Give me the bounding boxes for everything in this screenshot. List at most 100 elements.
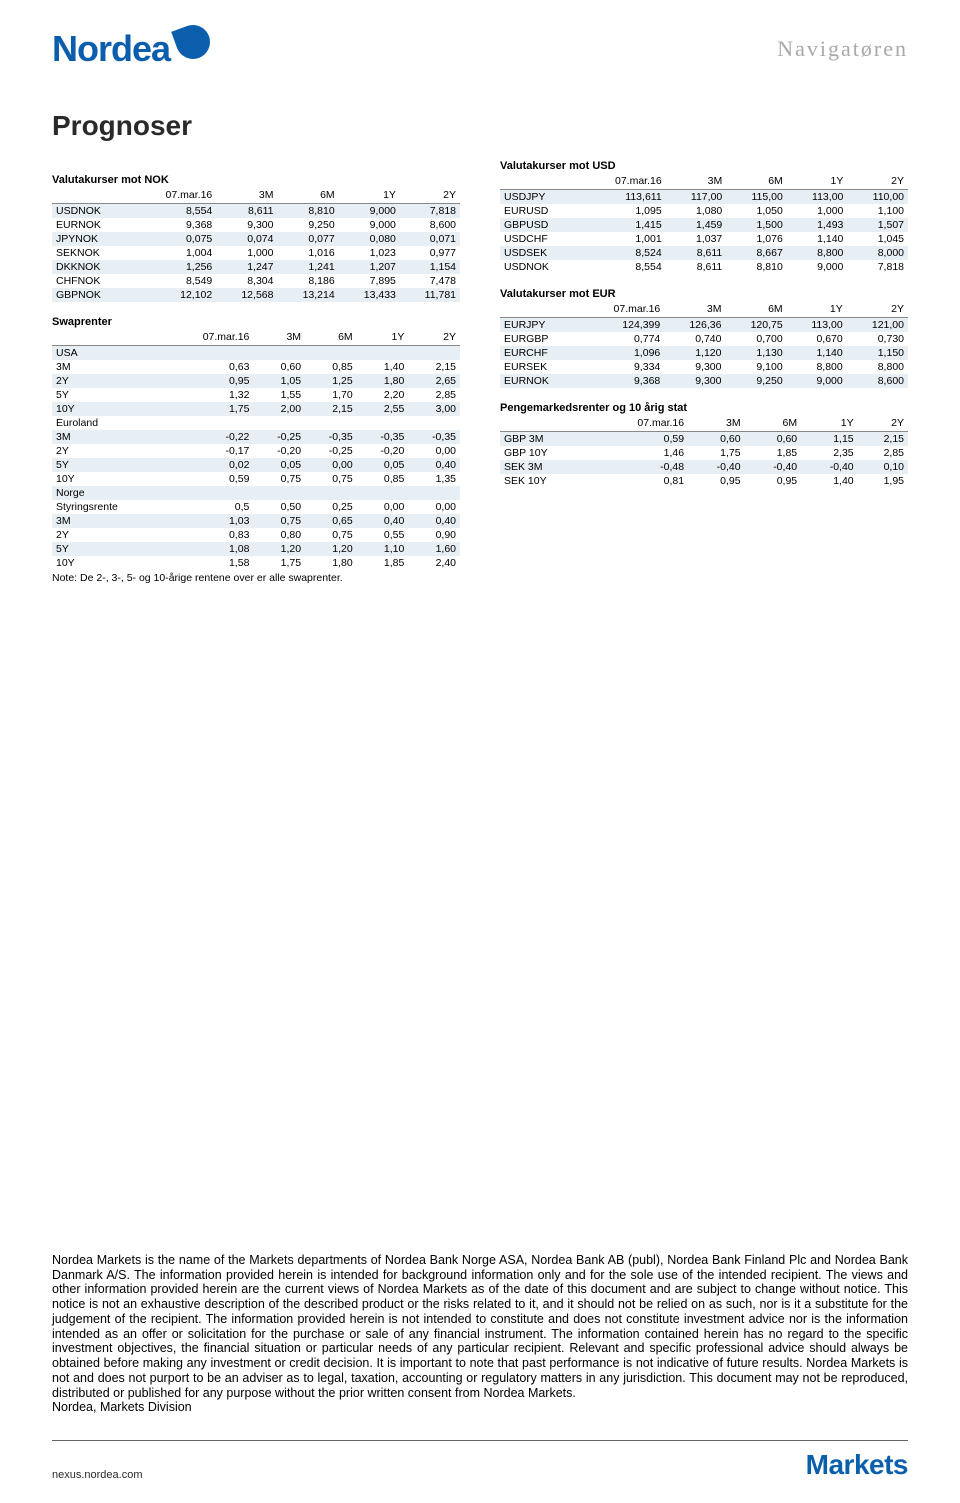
table-cell: 9,300 xyxy=(664,360,725,374)
table-cell: 0,00 xyxy=(305,458,357,472)
table-cell: EURGBP xyxy=(500,332,581,346)
table-cell: 0,05 xyxy=(253,458,305,472)
usd-title: Valutakurser mot USD xyxy=(500,160,908,172)
table-cell: 8,186 xyxy=(277,274,338,288)
table-cell: 8,810 xyxy=(726,260,787,274)
table-cell: 8,000 xyxy=(847,246,908,260)
table-cell: 0,75 xyxy=(305,528,357,542)
table-cell: 0,074 xyxy=(216,232,277,246)
table-cell: 124,399 xyxy=(581,318,664,333)
table-cell: 8,611 xyxy=(666,260,727,274)
table-header-cell: 07.mar.16 xyxy=(165,329,253,346)
table-cell: 113,00 xyxy=(787,318,847,333)
table-cell: 0,40 xyxy=(357,514,409,528)
table-header-cell: 07.mar.16 xyxy=(581,301,664,318)
table-cell: 1,016 xyxy=(277,246,338,260)
table-cell: 115,00 xyxy=(726,190,787,205)
table-cell: 8,810 xyxy=(277,204,338,219)
table-cell: 12,568 xyxy=(216,288,277,302)
table-cell: 0,85 xyxy=(305,360,357,374)
table-header-cell: 1Y xyxy=(339,187,400,204)
table-cell: Euroland xyxy=(52,416,460,430)
table-header-cell: 2Y xyxy=(847,173,908,190)
table-header-cell: 2Y xyxy=(847,301,908,318)
table-cell: 0,55 xyxy=(357,528,409,542)
table-cell: 2,65 xyxy=(408,374,460,388)
table-cell: 2,40 xyxy=(408,556,460,570)
table-cell: 2,55 xyxy=(357,402,409,416)
table-cell: 0,730 xyxy=(847,332,908,346)
footer-markets: Markets xyxy=(806,1449,908,1481)
table-cell: 5Y xyxy=(52,388,165,402)
table-cell: 1,150 xyxy=(847,346,908,360)
table-cell: -0,40 xyxy=(745,460,802,474)
eur-table: 07.mar.163M6M1Y2YEURJPY124,399126,36120,… xyxy=(500,301,908,388)
table-cell: 3M xyxy=(52,430,165,444)
table-cell: 0,75 xyxy=(253,514,305,528)
table-cell: 1,75 xyxy=(165,402,253,416)
table-header-cell xyxy=(500,301,581,318)
table-cell: SEKNOK xyxy=(52,246,133,260)
swap-title: Swaprenter xyxy=(52,316,460,328)
table-cell: 0,59 xyxy=(165,472,253,486)
table-cell: 8,800 xyxy=(847,360,908,374)
table-cell: 1,80 xyxy=(357,374,409,388)
table-cell: 0,60 xyxy=(253,360,305,374)
table-cell: 9,100 xyxy=(725,360,786,374)
table-cell: 11,781 xyxy=(400,288,460,302)
table-row: EURNOK9,3689,3009,2509,0008,600 xyxy=(500,374,908,388)
table-row: USDNOK8,5548,6118,8109,0007,818 xyxy=(52,204,460,219)
table-cell: DKKNOK xyxy=(52,260,133,274)
table-row: SEKNOK1,0041,0001,0161,0230,977 xyxy=(52,246,460,260)
table-cell: EURSEK xyxy=(500,360,581,374)
table-cell: 2,20 xyxy=(357,388,409,402)
table-cell: 10Y xyxy=(52,556,165,570)
table-cell: 8,611 xyxy=(666,246,727,260)
table-cell: 8,554 xyxy=(581,260,665,274)
table-header-cell: 3M xyxy=(664,301,725,318)
eur-title: Valutakurser mot EUR xyxy=(500,288,908,300)
table-cell: 3M xyxy=(52,514,165,528)
table-row: GBP 10Y1,461,751,852,352,85 xyxy=(500,446,908,460)
table-cell: 1,500 xyxy=(726,218,787,232)
table-cell: 0,00 xyxy=(408,444,460,458)
table-cell: 1,080 xyxy=(666,204,727,218)
table-header-cell: 07.mar.16 xyxy=(581,173,665,190)
table-row: 10Y0,590,750,750,851,35 xyxy=(52,472,460,486)
table-cell: 1,415 xyxy=(581,218,665,232)
table-cell: 8,800 xyxy=(787,246,848,260)
table-cell: 12,102 xyxy=(133,288,216,302)
table-cell: 7,478 xyxy=(400,274,460,288)
table-cell: 0,75 xyxy=(305,472,357,486)
table-cell: 9,000 xyxy=(339,218,400,232)
table-cell: -0,20 xyxy=(253,444,305,458)
table-row: EURJPY124,399126,36120,75113,00121,00 xyxy=(500,318,908,333)
disclaimer-p1: Nordea Markets is the name of the Market… xyxy=(52,1253,908,1401)
table-cell: 5Y xyxy=(52,458,165,472)
table-cell: 110,00 xyxy=(847,190,908,205)
logo-text: Nordea xyxy=(52,28,170,70)
table-cell: -0,20 xyxy=(357,444,409,458)
table-cell: 2,15 xyxy=(408,360,460,374)
table-cell: 1,55 xyxy=(253,388,305,402)
table-cell: USDNOK xyxy=(52,204,133,219)
table-cell: 1,076 xyxy=(726,232,787,246)
table-cell: 13,433 xyxy=(339,288,400,302)
table-cell: 113,00 xyxy=(787,190,848,205)
table-section-label: Norge xyxy=(52,486,460,500)
table-row: Styringsrente0,50,500,250,000,00 xyxy=(52,500,460,514)
table-cell: 0,75 xyxy=(253,472,305,486)
table-header-cell: 6M xyxy=(725,301,786,318)
table-cell: USA xyxy=(52,346,460,361)
table-cell: 8,524 xyxy=(581,246,665,260)
table-cell: 117,00 xyxy=(666,190,727,205)
table-cell: 1,20 xyxy=(253,542,305,556)
table-cell: 0,25 xyxy=(305,500,357,514)
table-cell: 0,95 xyxy=(165,374,253,388)
table-cell: 7,895 xyxy=(339,274,400,288)
table-cell: EURUSD xyxy=(500,204,581,218)
table-cell: 0,077 xyxy=(277,232,338,246)
table-cell: GBP 10Y xyxy=(500,446,591,460)
table-cell: 1,130 xyxy=(725,346,786,360)
table-row: EURNOK9,3689,3009,2509,0008,600 xyxy=(52,218,460,232)
